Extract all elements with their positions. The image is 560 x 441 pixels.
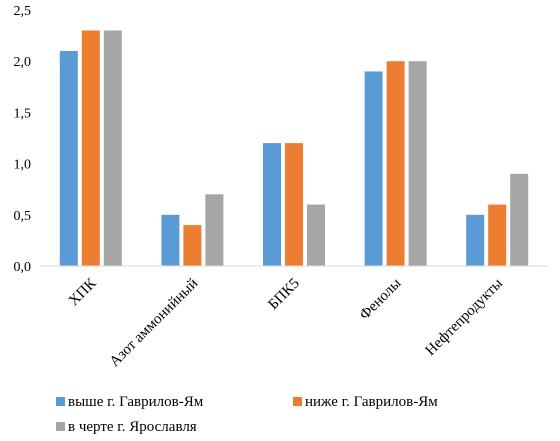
bar [205, 194, 224, 266]
bar [488, 204, 507, 266]
x-tick-label: Фенолы [357, 276, 405, 324]
bar [510, 173, 529, 266]
bar [285, 143, 303, 266]
bar [263, 143, 281, 266]
bar [466, 214, 485, 266]
bar [183, 225, 202, 266]
bars [59, 30, 529, 267]
bar [81, 30, 100, 267]
legend-label: в черте г. Ярославля [68, 419, 197, 435]
y-tick-label: 2,5 [14, 4, 32, 19]
legend-swatch [293, 397, 302, 406]
bar [408, 61, 427, 267]
bar [386, 61, 405, 267]
bar [59, 50, 78, 267]
y-tick-label: 0,0 [14, 260, 32, 275]
x-axis: ХПК Азот аммонийный БПК5 Фенолы Нефтепродукт… [66, 275, 506, 370]
y-axis: 0,0 0,5 1,0 1,5 2,0 2,5 [14, 4, 32, 275]
x-tick-label: БПК5 [265, 276, 302, 313]
x-tick-label: Азот аммонийный [107, 276, 201, 370]
legend-swatch [56, 397, 65, 406]
y-tick-label: 0,5 [14, 209, 32, 224]
x-tick-label: ХПК [66, 275, 100, 309]
legend-label: ниже г. Гаврилов-Ям [305, 394, 438, 410]
bar [364, 71, 383, 266]
bar [161, 214, 180, 266]
legend: выше г. Гаврилов-Ям ниже г. Гаврилов-Ям в … [56, 394, 438, 435]
bar [103, 30, 122, 267]
y-tick-label: 1,0 [14, 158, 32, 173]
y-tick-label: 1,5 [14, 106, 32, 121]
legend-label: выше г. Гаврилов-Ям [68, 394, 204, 410]
legend-swatch [56, 422, 65, 431]
y-tick-label: 2,0 [14, 55, 32, 70]
x-tick-label: Нефтепродукты [423, 276, 506, 359]
bar [307, 204, 325, 266]
